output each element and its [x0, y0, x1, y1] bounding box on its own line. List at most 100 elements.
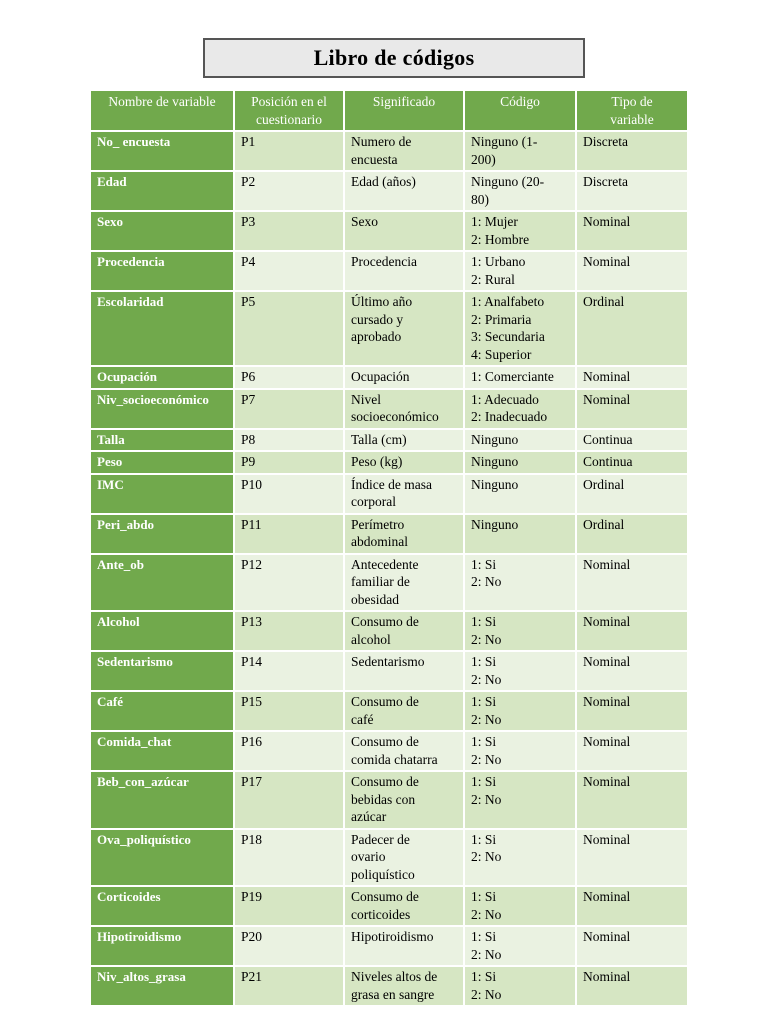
table-row: Sedentarismo P14 Sedentarismo 1: Si 2: N… [91, 652, 687, 690]
table-row: Niv_socioeconómico P7 Nivel socioeconómi… [91, 389, 687, 428]
cell-position: P13 [235, 612, 343, 650]
cell-tipo: Ordinal [577, 292, 687, 365]
cell-variable-name: Comida_chat [91, 732, 233, 770]
cell-significado: Consumo de café [345, 692, 463, 730]
cell-variable-name: Escolaridad [91, 292, 233, 365]
cell-codigo: 1: Si 2: No [465, 887, 575, 925]
cell-tipo: Nominal [577, 389, 687, 428]
table-row: IMC P10 Índice de masa corporal Ninguno … [91, 474, 687, 513]
cell-tipo: Nominal [577, 967, 687, 1005]
cell-significado: Consumo de comida chatarra [345, 732, 463, 770]
cell-tipo: Nominal [577, 652, 687, 690]
cell-codigo: 1: Si 2: No [465, 692, 575, 730]
table-row: Sexo P3 Sexo 1: Mujer 2: Hombre Nominal [91, 212, 687, 250]
cell-tipo: Discreta [577, 172, 687, 210]
table-row: Ante_ob P12 Antecedente familiar de obes… [91, 554, 687, 610]
cell-tipo: Nominal [577, 554, 687, 610]
col-header-nombre-variable: Nombre de variable [91, 91, 233, 130]
table-row: Ocupación P6 Ocupación 1: Comerciante No… [91, 367, 687, 388]
cell-significado: Nivel socioeconómico [345, 389, 463, 428]
table-row: Comida_chat P16 Consumo de comida chatar… [91, 732, 687, 770]
table-header-row: Nombre de variable Posición en el cuesti… [91, 91, 687, 130]
cell-tipo: Nominal [577, 692, 687, 730]
table-row: Peri_abdo P11 Perímetro abdominal Ningun… [91, 514, 687, 553]
table-row: Procedencia P4 Procedencia 1: Urbano 2: … [91, 252, 687, 290]
cell-position: P5 [235, 292, 343, 365]
table-row: Edad P2 Edad (años) Ninguno (20- 80) Dis… [91, 172, 687, 210]
cell-significado: Niveles altos de grasa en sangre [345, 967, 463, 1005]
cell-significado: Sexo [345, 212, 463, 250]
cell-codigo: 1: Si 2: No [465, 829, 575, 885]
table-row: Hipotiroidismo P20 Hipotiroidismo 1: Si … [91, 927, 687, 965]
table-row: No_ encuesta P1 Numero de encuesta Ningu… [91, 132, 687, 170]
cell-variable-name: Niv_socioeconómico [91, 389, 233, 428]
cell-codigo: Ninguno [465, 429, 575, 450]
col-header-tipo-variable: Tipo de variable [577, 91, 687, 130]
cell-tipo: Nominal [577, 887, 687, 925]
cell-position: P1 [235, 132, 343, 170]
cell-significado: Padecer de ovario poliquístico [345, 829, 463, 885]
cell-variable-name: Procedencia [91, 252, 233, 290]
cell-significado: Índice de masa corporal [345, 474, 463, 513]
cell-significado: Último año cursado y aprobado [345, 292, 463, 365]
page-title: Libro de códigos [313, 45, 475, 70]
cell-codigo: 1: Si 2: No [465, 732, 575, 770]
cell-variable-name: IMC [91, 474, 233, 513]
cell-variable-name: Peso [91, 452, 233, 473]
cell-codigo: 1: Si 2: No [465, 772, 575, 828]
col-header-posicion: Posición en el cuestionario [235, 91, 343, 130]
cell-position: P7 [235, 389, 343, 428]
cell-codigo: 1: Si 2: No [465, 927, 575, 965]
cell-tipo: Nominal [577, 212, 687, 250]
cell-position: P15 [235, 692, 343, 730]
cell-position: P10 [235, 474, 343, 513]
cell-codigo: Ninguno (1- 200) [465, 132, 575, 170]
col-header-codigo: Código [465, 91, 575, 130]
cell-position: P4 [235, 252, 343, 290]
cell-significado: Hipotiroidismo [345, 927, 463, 965]
cell-codigo: Ninguno [465, 514, 575, 553]
cell-position: P17 [235, 772, 343, 828]
table-row: Ova_poliquístico P18 Padecer de ovario p… [91, 829, 687, 885]
cell-variable-name: No_ encuesta [91, 132, 233, 170]
cell-variable-name: Sexo [91, 212, 233, 250]
cell-variable-name: Sedentarismo [91, 652, 233, 690]
cell-significado: Consumo de corticoides [345, 887, 463, 925]
cell-position: P14 [235, 652, 343, 690]
cell-significado: Numero de encuesta [345, 132, 463, 170]
cell-codigo: 1: Si 2: No [465, 967, 575, 1005]
cell-significado: Consumo de bebidas con azúcar [345, 772, 463, 828]
table-row: Café P15 Consumo de café 1: Si 2: No Nom… [91, 692, 687, 730]
cell-tipo: Continua [577, 452, 687, 473]
cell-position: P18 [235, 829, 343, 885]
cell-codigo: 1: Comerciante [465, 367, 575, 388]
cell-variable-name: Peri_abdo [91, 514, 233, 553]
cell-codigo: 1: Adecuado 2: Inadecuado [465, 389, 575, 428]
cell-variable-name: Ocupación [91, 367, 233, 388]
cell-significado: Procedencia [345, 252, 463, 290]
cell-variable-name: Hipotiroidismo [91, 927, 233, 965]
cell-position: P11 [235, 514, 343, 553]
cell-position: P8 [235, 429, 343, 450]
col-header-significado: Significado [345, 91, 463, 130]
cell-tipo: Ordinal [577, 474, 687, 513]
cell-significado: Antecedente familiar de obesidad [345, 554, 463, 610]
cell-variable-name: Beb_con_azúcar [91, 772, 233, 828]
cell-codigo: Ninguno [465, 474, 575, 513]
table-row: Talla P8 Talla (cm) Ninguno Continua [91, 429, 687, 450]
cell-codigo: Ninguno [465, 452, 575, 473]
cell-position: P6 [235, 367, 343, 388]
cell-position: P16 [235, 732, 343, 770]
cell-codigo: 1: Mujer 2: Hombre [465, 212, 575, 250]
cell-codigo: 1: Si 2: No [465, 652, 575, 690]
cell-codigo: 1: Analfabeto 2: Primaria 3: Secundaria … [465, 292, 575, 365]
cell-codigo: 1: Si 2: No [465, 612, 575, 650]
cell-variable-name: Edad [91, 172, 233, 210]
cell-position: P12 [235, 554, 343, 610]
cell-tipo: Nominal [577, 252, 687, 290]
cell-position: P19 [235, 887, 343, 925]
title-box: Libro de códigos [203, 38, 585, 78]
cell-significado: Talla (cm) [345, 429, 463, 450]
cell-significado: Consumo de alcohol [345, 612, 463, 650]
cell-variable-name: Café [91, 692, 233, 730]
